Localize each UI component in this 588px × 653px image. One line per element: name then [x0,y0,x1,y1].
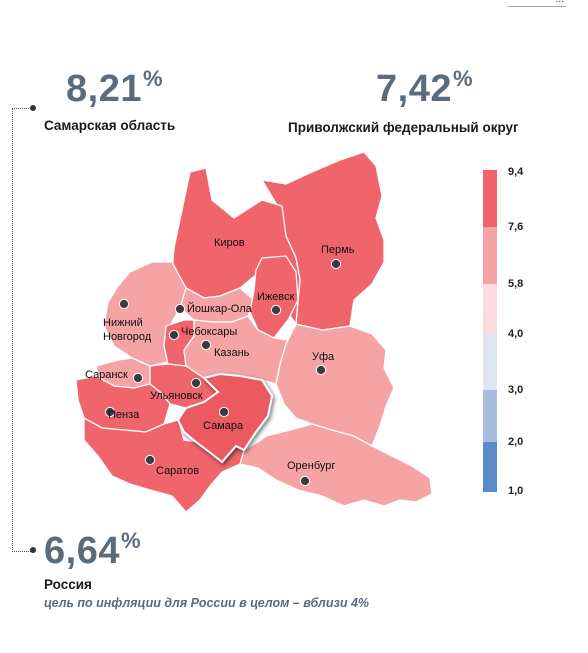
city-label-saratov: Саратов [156,465,199,477]
city-dot-samara [218,406,230,418]
russia-inflation-value: 6,64% [44,528,142,572]
legend-band-5 [483,390,497,442]
legend-band-6 [483,442,497,492]
legend-label: 2,0 [508,436,524,448]
city-label-ufa: Уфа [312,351,335,363]
legend-label: 5,8 [508,278,524,290]
legend-band-2 [483,227,497,284]
region-tatarstan [183,315,289,385]
region-saratov [83,416,245,513]
city-label-nn1: Нижний [103,317,143,329]
city-label-kirov: Киров [214,237,245,249]
corner-mark: ... [556,0,564,5]
city-dot-yoshkar [174,303,186,315]
legend-band-4 [483,334,497,390]
city-markers [104,258,342,487]
connector-dot-top [30,105,36,111]
legend-band-3 [483,284,497,334]
city-label-yoshkar: Йошкар-Ола [187,302,253,315]
legend-label: 9,4 [508,166,524,178]
city-dot-ulyanovsk [190,377,202,389]
city-dot-cheb [168,329,180,341]
city-dot-nn [118,298,130,310]
city-dot-izhevsk [270,304,282,316]
city-dot-penza [104,406,116,418]
city-dot-orenburg [299,475,311,487]
legend-label: 7,6 [508,221,524,233]
city-dot-saransk [132,372,144,384]
city-label-samara: Самара [203,420,244,432]
pfo-inflation-value: 7,42% [376,66,474,110]
inflation-target-note: цель по инфляции для России в целом – вб… [44,596,370,610]
legend-label: 3,0 [508,384,524,396]
dotted-connector [12,108,33,552]
city-label-ulyanovsk: Ульяновск [150,390,203,402]
samara-label: Самарская область [44,118,176,133]
city-dot-saratov [144,454,156,466]
pfo-label: Приволжский федеральный округ [288,120,519,135]
connector-dot-bottom [30,547,36,553]
top-divider [508,6,566,7]
city-label-orenburg: Оренбург [287,460,335,472]
city-label-penza: Пенза [108,409,140,421]
city-dot-ufa [315,364,327,376]
legend-label: 1,0 [508,485,524,497]
region-samara [176,372,274,464]
city-label-perm: Пермь [321,244,355,256]
color-legend: 9,4 7,6 5,8 4,0 3,0 2,0 1,0 [483,166,553,497]
city-label-izhevsk: Ижевск [257,291,295,303]
samara-inflation-value: 8,21% [66,66,164,110]
city-label-nn2: Новгород [103,331,152,343]
city-dot-perm [330,258,342,270]
city-dot-kazan [200,339,212,351]
city-label-cheb: Чебоксары [181,326,237,338]
legend-band-1 [483,170,497,227]
region-bashkortostan [275,323,395,447]
region-orenburg [239,423,433,507]
legend-label: 4,0 [508,328,524,340]
city-label-kazan: Казань [214,347,250,359]
russia-label: Россия [44,577,92,592]
city-label-saransk: Саранск [85,369,128,381]
